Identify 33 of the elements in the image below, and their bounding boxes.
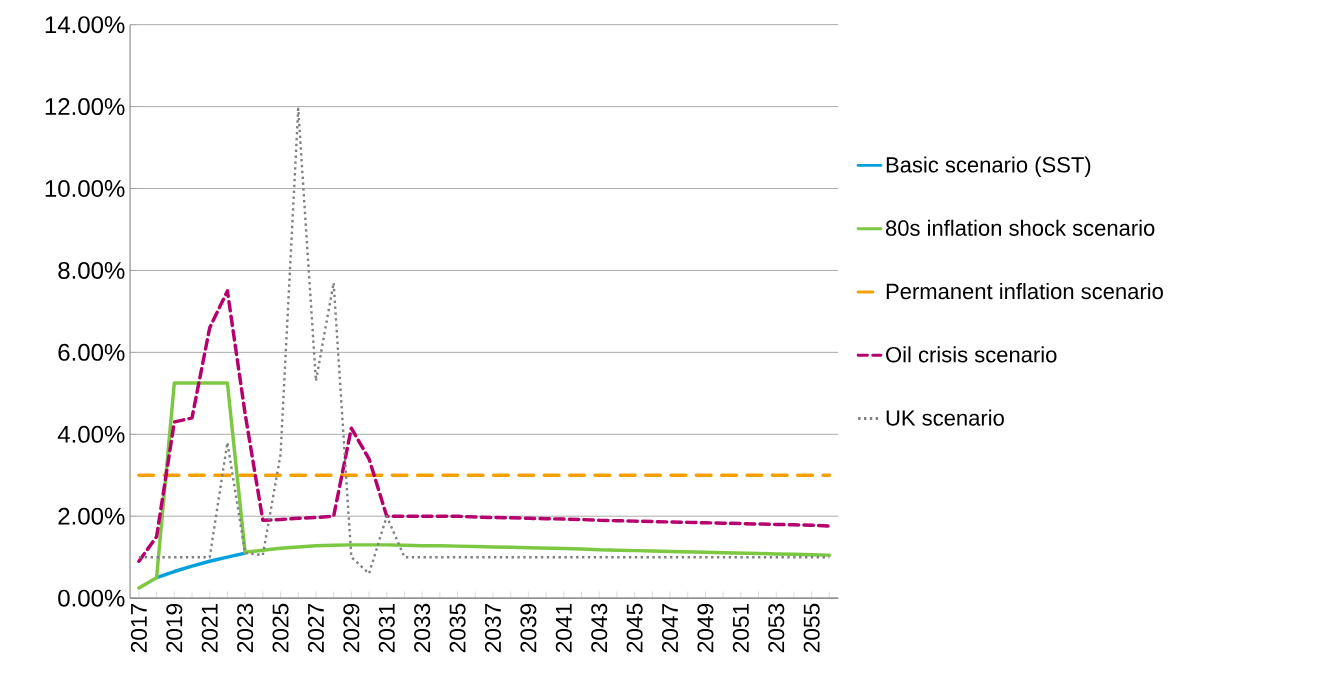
x-tick-label: 2047: [661, 604, 679, 653]
x-tick-label: 2031: [378, 604, 395, 653]
legend-label: Permanent inflation scenario: [886, 283, 1163, 300]
x-tick-label: 2051: [732, 604, 749, 653]
x-tick-label: 2045: [626, 603, 643, 653]
legend-label: 80s inflation shock scenario: [885, 219, 1155, 236]
x-tick-label: 2027: [307, 604, 324, 653]
y-tick-label: 2.00%: [58, 507, 125, 525]
x-tick-label: 2019: [166, 604, 183, 653]
x-tick-label: 2021: [201, 604, 218, 653]
y-tick-label: 14.00%: [45, 16, 125, 34]
y-tick-label: 10.00%: [45, 180, 125, 198]
legend-label: Basic scenario (SST): [886, 156, 1091, 178]
y-tick-label: 12.00%: [45, 98, 125, 116]
x-tick-label: 2041: [555, 604, 572, 653]
x-tick-label: 2055: [803, 603, 820, 653]
y-tick-label: 4.00%: [57, 425, 125, 443]
y-tick-label: 6.00%: [58, 343, 125, 361]
legend-label: Oil crisis scenario: [886, 346, 1057, 363]
y-tick-label: 8.00%: [58, 262, 125, 280]
x-tick-label: 2023: [237, 603, 254, 653]
x-tick-label: 2035: [449, 603, 466, 653]
x-tick-label: 2043: [591, 603, 608, 653]
x-tick-label: 2033: [414, 603, 431, 653]
x-tick-label: 2025: [272, 603, 289, 653]
y-tick-label: 0.00%: [58, 589, 125, 607]
x-tick-label: 2049: [697, 604, 714, 653]
legend-label: UK scenario: [886, 409, 1004, 426]
x-tick-label: 2037: [484, 604, 502, 653]
x-tick-label: 2029: [343, 604, 360, 653]
x-tick-label: 2039: [520, 604, 537, 653]
x-tick-label: 2017: [130, 604, 147, 653]
x-tick-label: 2053: [768, 603, 785, 653]
